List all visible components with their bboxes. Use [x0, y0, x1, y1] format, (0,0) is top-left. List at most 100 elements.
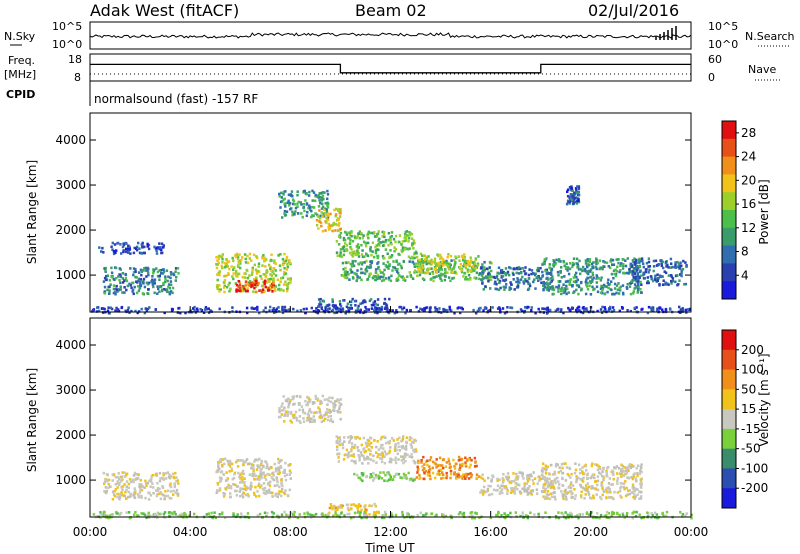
power-cell	[110, 271, 114, 275]
velocity-cell	[632, 488, 635, 491]
velocity-cell	[418, 474, 421, 477]
velocity-cell	[329, 414, 333, 418]
velocity-cell	[282, 408, 285, 412]
velocity-cell	[174, 491, 177, 494]
velocity-cell	[634, 515, 638, 518]
power-cell	[405, 230, 409, 233]
power-cell	[584, 280, 587, 284]
power-cell	[136, 284, 140, 288]
power-cell	[549, 277, 553, 280]
velocity-cell	[367, 439, 371, 443]
velocity-cell	[350, 448, 353, 451]
power-cell	[350, 300, 353, 304]
velocity-cell	[593, 476, 596, 480]
velocity-cell	[370, 504, 373, 508]
power-cell	[377, 265, 380, 269]
velocity-cell	[630, 463, 633, 467]
power-cell	[385, 304, 389, 307]
power-cell	[152, 280, 156, 284]
power-cell	[232, 277, 235, 281]
power-cell	[689, 307, 692, 311]
velocity-cell	[278, 485, 281, 489]
velocity-cell	[350, 442, 354, 445]
power-cell	[384, 264, 387, 267]
velocity-cell	[402, 435, 405, 438]
power-cell	[361, 271, 364, 275]
power-cell	[255, 270, 259, 274]
velocity-cell	[541, 467, 544, 470]
velocity-cell	[240, 480, 243, 484]
velocity-cell	[530, 493, 533, 496]
power-cell	[565, 284, 568, 288]
velocity-cell	[409, 477, 413, 481]
velocity-cell	[338, 401, 341, 405]
velocity-cell	[547, 472, 551, 475]
power-cell	[290, 190, 294, 193]
velocity-cell	[260, 467, 263, 471]
velocity-cell	[172, 489, 175, 493]
power-cell	[565, 202, 569, 206]
velocity-cell	[391, 437, 394, 440]
power-cell	[162, 283, 165, 287]
power-cell	[411, 243, 414, 246]
power-cell	[125, 250, 128, 253]
power-cell	[335, 207, 338, 211]
power-cell	[466, 259, 470, 263]
power-cell	[233, 266, 236, 269]
power-cell	[103, 285, 107, 289]
power-cell	[160, 248, 163, 252]
power-cell	[308, 190, 311, 194]
power-cell	[650, 306, 653, 310]
power-cell	[246, 276, 250, 280]
power-cell	[499, 286, 502, 290]
power-cell	[318, 192, 321, 195]
velocity-cell	[551, 480, 555, 483]
power-cell	[593, 287, 596, 291]
velocity-cell	[232, 513, 235, 517]
velocity-cell	[508, 480, 511, 484]
power-cell	[664, 262, 668, 265]
velocity-cell	[596, 512, 599, 515]
power-cell	[326, 197, 329, 201]
power-cell	[670, 274, 673, 277]
velocity-cell	[155, 494, 159, 498]
power-y-label: Slant Range [km]	[25, 160, 39, 264]
velocity-cell	[164, 494, 167, 498]
power-cell	[453, 311, 456, 315]
power-cell	[380, 279, 384, 283]
power-cell	[474, 258, 477, 262]
power-cell	[122, 249, 125, 252]
power-cell	[613, 292, 616, 296]
velocity-cell	[252, 474, 255, 478]
velocity-cell	[112, 493, 116, 496]
velocity-cell	[144, 481, 148, 485]
power-cell	[458, 259, 461, 262]
velocity-cell	[116, 512, 119, 515]
velocity-cell	[111, 490, 115, 494]
power-cell	[600, 276, 603, 279]
velocity-cell	[367, 448, 370, 451]
power-cell	[389, 279, 393, 283]
power-cell	[170, 309, 174, 312]
power-cell	[387, 278, 391, 281]
power-cell	[663, 270, 666, 273]
power-cell	[154, 308, 157, 311]
power-cell	[619, 264, 622, 267]
power-cell	[468, 264, 471, 267]
power-cell	[612, 276, 615, 280]
power-cell	[534, 311, 537, 315]
freq-trace	[90, 63, 691, 75]
velocity-cell	[632, 486, 635, 489]
velocity-cell	[243, 460, 246, 464]
velocity-cell	[223, 462, 226, 466]
power-cell	[282, 283, 286, 286]
velocity-cell	[291, 403, 295, 406]
power-cell	[614, 272, 618, 276]
power-cell	[568, 196, 571, 199]
velocity-cell	[608, 488, 611, 492]
velocity-cell	[323, 413, 326, 417]
velocity-cell	[367, 442, 370, 446]
power-cell	[687, 308, 690, 311]
power-cell	[594, 260, 598, 264]
velocity-cell	[640, 516, 643, 520]
